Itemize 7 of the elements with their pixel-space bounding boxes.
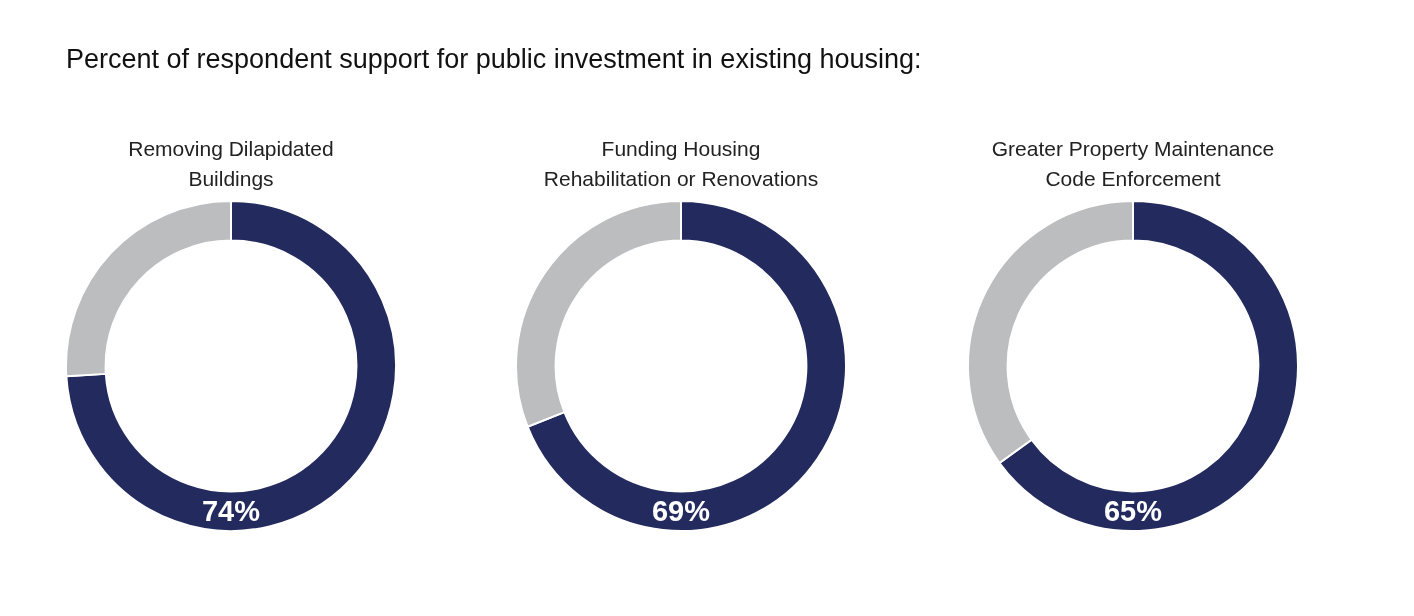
data-label: 74% (201, 495, 261, 528)
chart-subtitle: Greater Property Maintenance Code Enforcement (990, 136, 1276, 192)
text: Percent of respondent support for public investment in existing housing: (66, 44, 922, 75)
chart-subtitle: Removing Dilapidated Buildings (127, 136, 335, 192)
data-label: 69% (651, 495, 711, 528)
chart-subtitle: Funding Housing Rehabilitation or Renovations (542, 136, 820, 192)
data-label: 65% (1103, 495, 1163, 528)
